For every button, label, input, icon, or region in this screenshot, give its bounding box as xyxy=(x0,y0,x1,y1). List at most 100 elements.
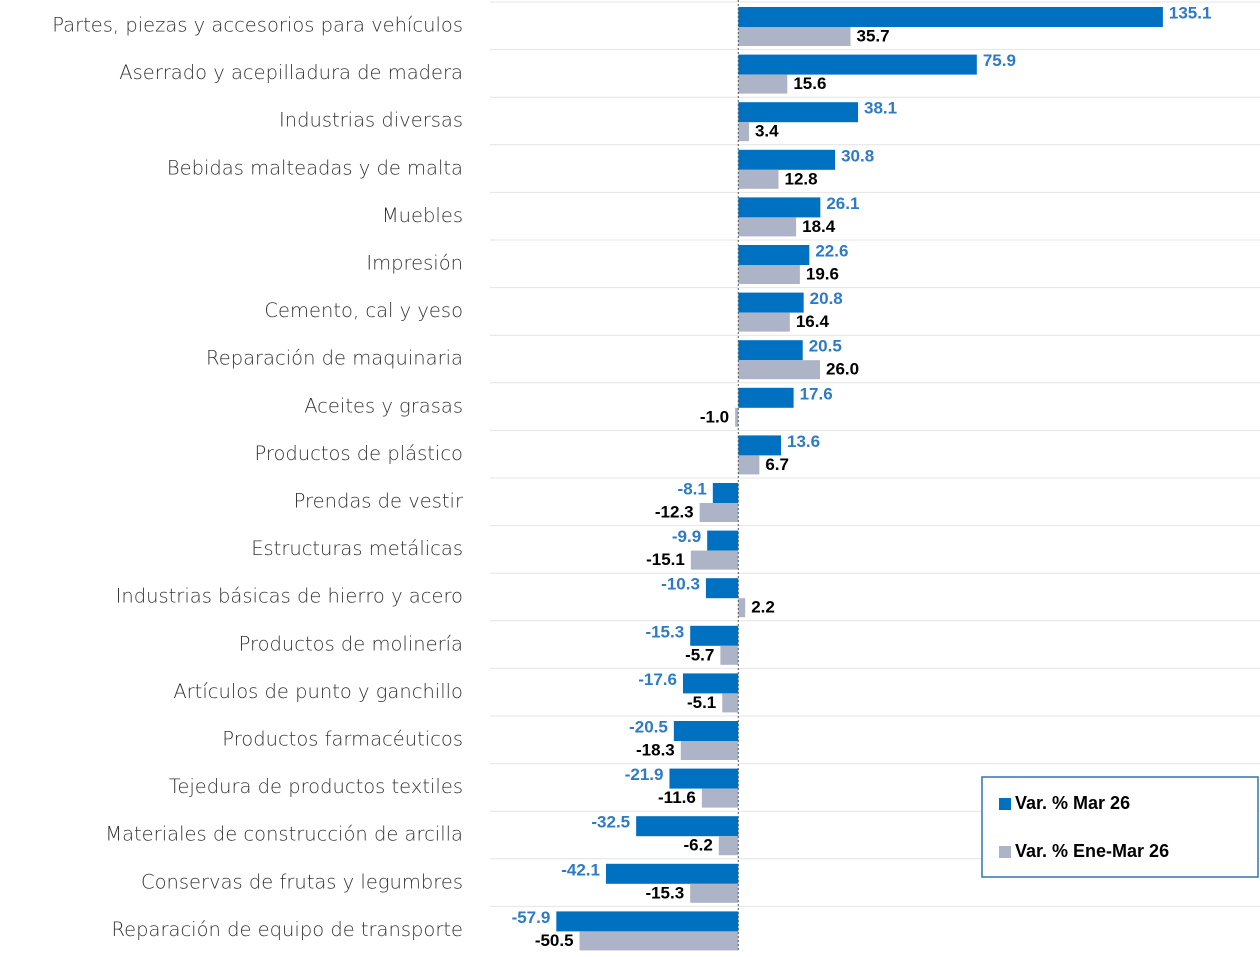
value-label: 19.6 xyxy=(806,264,839,283)
bar xyxy=(738,455,760,475)
value-label: -5.7 xyxy=(685,645,714,664)
value-label: 38.1 xyxy=(864,99,897,118)
category-label: Industrias diversas xyxy=(279,109,463,132)
value-label: 18.4 xyxy=(802,217,836,236)
value-label: 16.4 xyxy=(796,312,830,331)
value-label: -57.9 xyxy=(512,908,551,927)
category-label: Industrias básicas de hierro y acero xyxy=(116,585,463,608)
value-label: -20.5 xyxy=(629,717,668,736)
legend-box xyxy=(981,776,1259,878)
bar xyxy=(605,863,739,884)
value-label: -42.1 xyxy=(561,860,600,879)
category-label: Aceites y grasas xyxy=(304,394,463,417)
legend-swatch xyxy=(999,798,1011,810)
category-label: Aserrado y acepilladura de madera xyxy=(119,61,463,84)
value-label: 35.7 xyxy=(856,26,889,45)
bar xyxy=(699,503,739,522)
value-label: 12.8 xyxy=(785,169,818,188)
value-label: -1.0 xyxy=(700,407,729,426)
category-label: Partes, piezas y accesorios para vehícul… xyxy=(52,14,463,37)
category-label: Tejedura de productos textiles xyxy=(169,775,463,798)
category-label: Productos de plástico xyxy=(254,442,463,465)
value-label: 20.8 xyxy=(810,289,843,308)
bar xyxy=(636,816,739,837)
value-label: -12.3 xyxy=(655,502,694,521)
bar xyxy=(738,340,803,361)
bar xyxy=(738,360,820,380)
category-label: Artículos de punto y ganchillo xyxy=(173,680,463,703)
category-label: Reparación de equipo de transporte xyxy=(112,918,464,941)
value-label: -9.9 xyxy=(672,527,701,546)
value-label: -21.9 xyxy=(625,765,664,784)
bar xyxy=(682,673,739,694)
bar xyxy=(738,149,836,170)
category-label: Cemento, cal y yeso xyxy=(264,299,463,322)
bar xyxy=(669,768,739,789)
value-label: -15.3 xyxy=(645,622,684,641)
category-label: Impresión xyxy=(366,252,463,275)
category-label: Estructuras metálicas xyxy=(251,537,463,560)
category-label: Productos farmacéuticos xyxy=(222,728,463,751)
value-label: -15.1 xyxy=(646,550,685,569)
category-label: Productos de molinería xyxy=(239,632,463,655)
value-label: 75.9 xyxy=(983,51,1016,70)
value-label: 30.8 xyxy=(841,146,874,165)
value-label: -18.3 xyxy=(636,740,675,759)
bar xyxy=(738,245,810,265)
bar xyxy=(707,530,739,551)
bar xyxy=(738,54,977,75)
bar xyxy=(738,169,779,189)
value-label: -50.5 xyxy=(535,931,574,950)
value-label: -15.3 xyxy=(645,883,684,902)
bar xyxy=(690,550,739,570)
value-label: 135.1 xyxy=(1169,3,1212,22)
value-label: 17.6 xyxy=(800,384,833,403)
bar xyxy=(690,883,739,903)
bar xyxy=(705,578,739,599)
bar xyxy=(720,645,739,665)
bar xyxy=(579,931,739,951)
bar xyxy=(735,407,739,427)
bar xyxy=(738,102,859,123)
bar xyxy=(712,483,739,503)
value-label: 26.1 xyxy=(826,194,859,213)
value-label: -17.6 xyxy=(638,670,677,689)
value-label: -10.3 xyxy=(661,575,700,594)
legend-label: Var. % Mar 26 xyxy=(1015,793,1130,813)
bar xyxy=(680,741,739,760)
bar xyxy=(690,625,739,646)
bar xyxy=(738,197,821,218)
value-label: 22.6 xyxy=(815,241,848,260)
value-label: -32.5 xyxy=(591,813,630,832)
bar xyxy=(738,598,746,618)
value-label: -5.1 xyxy=(687,693,716,712)
bar xyxy=(738,217,797,237)
value-label: 3.4 xyxy=(755,122,779,141)
value-label: 20.5 xyxy=(809,337,842,356)
bar xyxy=(701,788,739,808)
category-label: Prendas de vestir xyxy=(294,490,463,513)
bar xyxy=(738,122,749,142)
bar xyxy=(738,27,851,46)
category-label: Conservas de frutas y legumbres xyxy=(141,870,463,893)
bar xyxy=(738,74,788,94)
category-label: Materiales de construcción de arcilla xyxy=(105,823,463,846)
value-label: 15.6 xyxy=(793,74,826,93)
category-label: Muebles xyxy=(382,204,463,227)
bar xyxy=(556,911,739,932)
bar xyxy=(738,435,782,456)
value-label: -6.2 xyxy=(684,836,713,855)
category-label: Reparación de maquinaria xyxy=(206,347,463,370)
value-label: 2.2 xyxy=(751,598,775,617)
legend-label: Var. % Ene-Mar 26 xyxy=(1015,841,1169,861)
value-label: 6.7 xyxy=(765,455,789,474)
bar xyxy=(718,836,739,856)
value-label: 26.0 xyxy=(826,360,859,379)
bar xyxy=(738,7,1163,27)
value-label: -11.6 xyxy=(658,788,696,807)
bar xyxy=(738,387,794,408)
value-label: 13.6 xyxy=(787,432,820,451)
value-label: -8.1 xyxy=(678,479,707,498)
bar xyxy=(722,693,739,713)
